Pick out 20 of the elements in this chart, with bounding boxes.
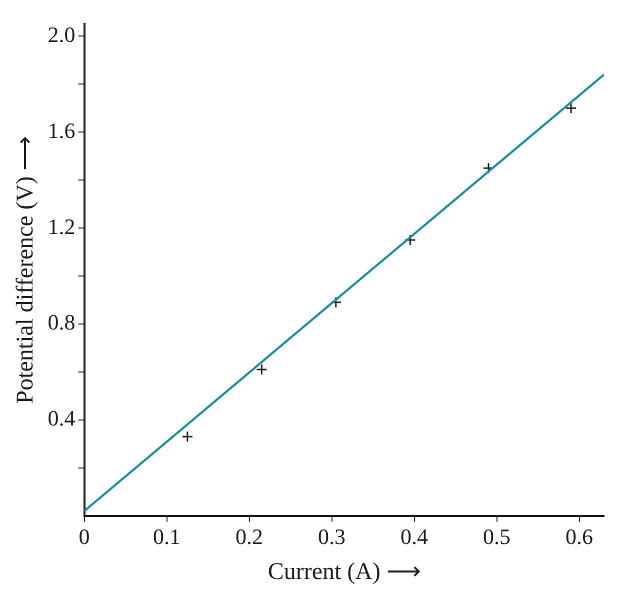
y-tick-label: 1.6 xyxy=(48,118,76,143)
x-tick-label: 0.6 xyxy=(566,524,593,549)
y-tick-label: 2.0 xyxy=(48,22,76,47)
x-tick-label: 0.3 xyxy=(318,524,346,549)
x-tick-label: 0.2 xyxy=(236,524,264,549)
y-tick-label: 0.4 xyxy=(48,406,76,431)
x-tick-label: 0.5 xyxy=(483,524,511,549)
x-tick-label: 0.1 xyxy=(153,524,181,549)
y-tick-label: 1.2 xyxy=(48,214,76,239)
point xyxy=(330,296,342,308)
point xyxy=(256,364,268,376)
x-tick-label: 0.4 xyxy=(400,524,428,549)
x-tick-label: 0 xyxy=(78,524,90,549)
point xyxy=(182,430,194,442)
point xyxy=(482,162,494,174)
y-tick-label: 0.8 xyxy=(48,310,76,335)
x-axis-title: Current (A) ⟶ xyxy=(268,558,420,585)
y-axis-title: Potential difference (V) ⟶ xyxy=(12,136,39,404)
point xyxy=(565,102,577,114)
point xyxy=(404,234,416,246)
